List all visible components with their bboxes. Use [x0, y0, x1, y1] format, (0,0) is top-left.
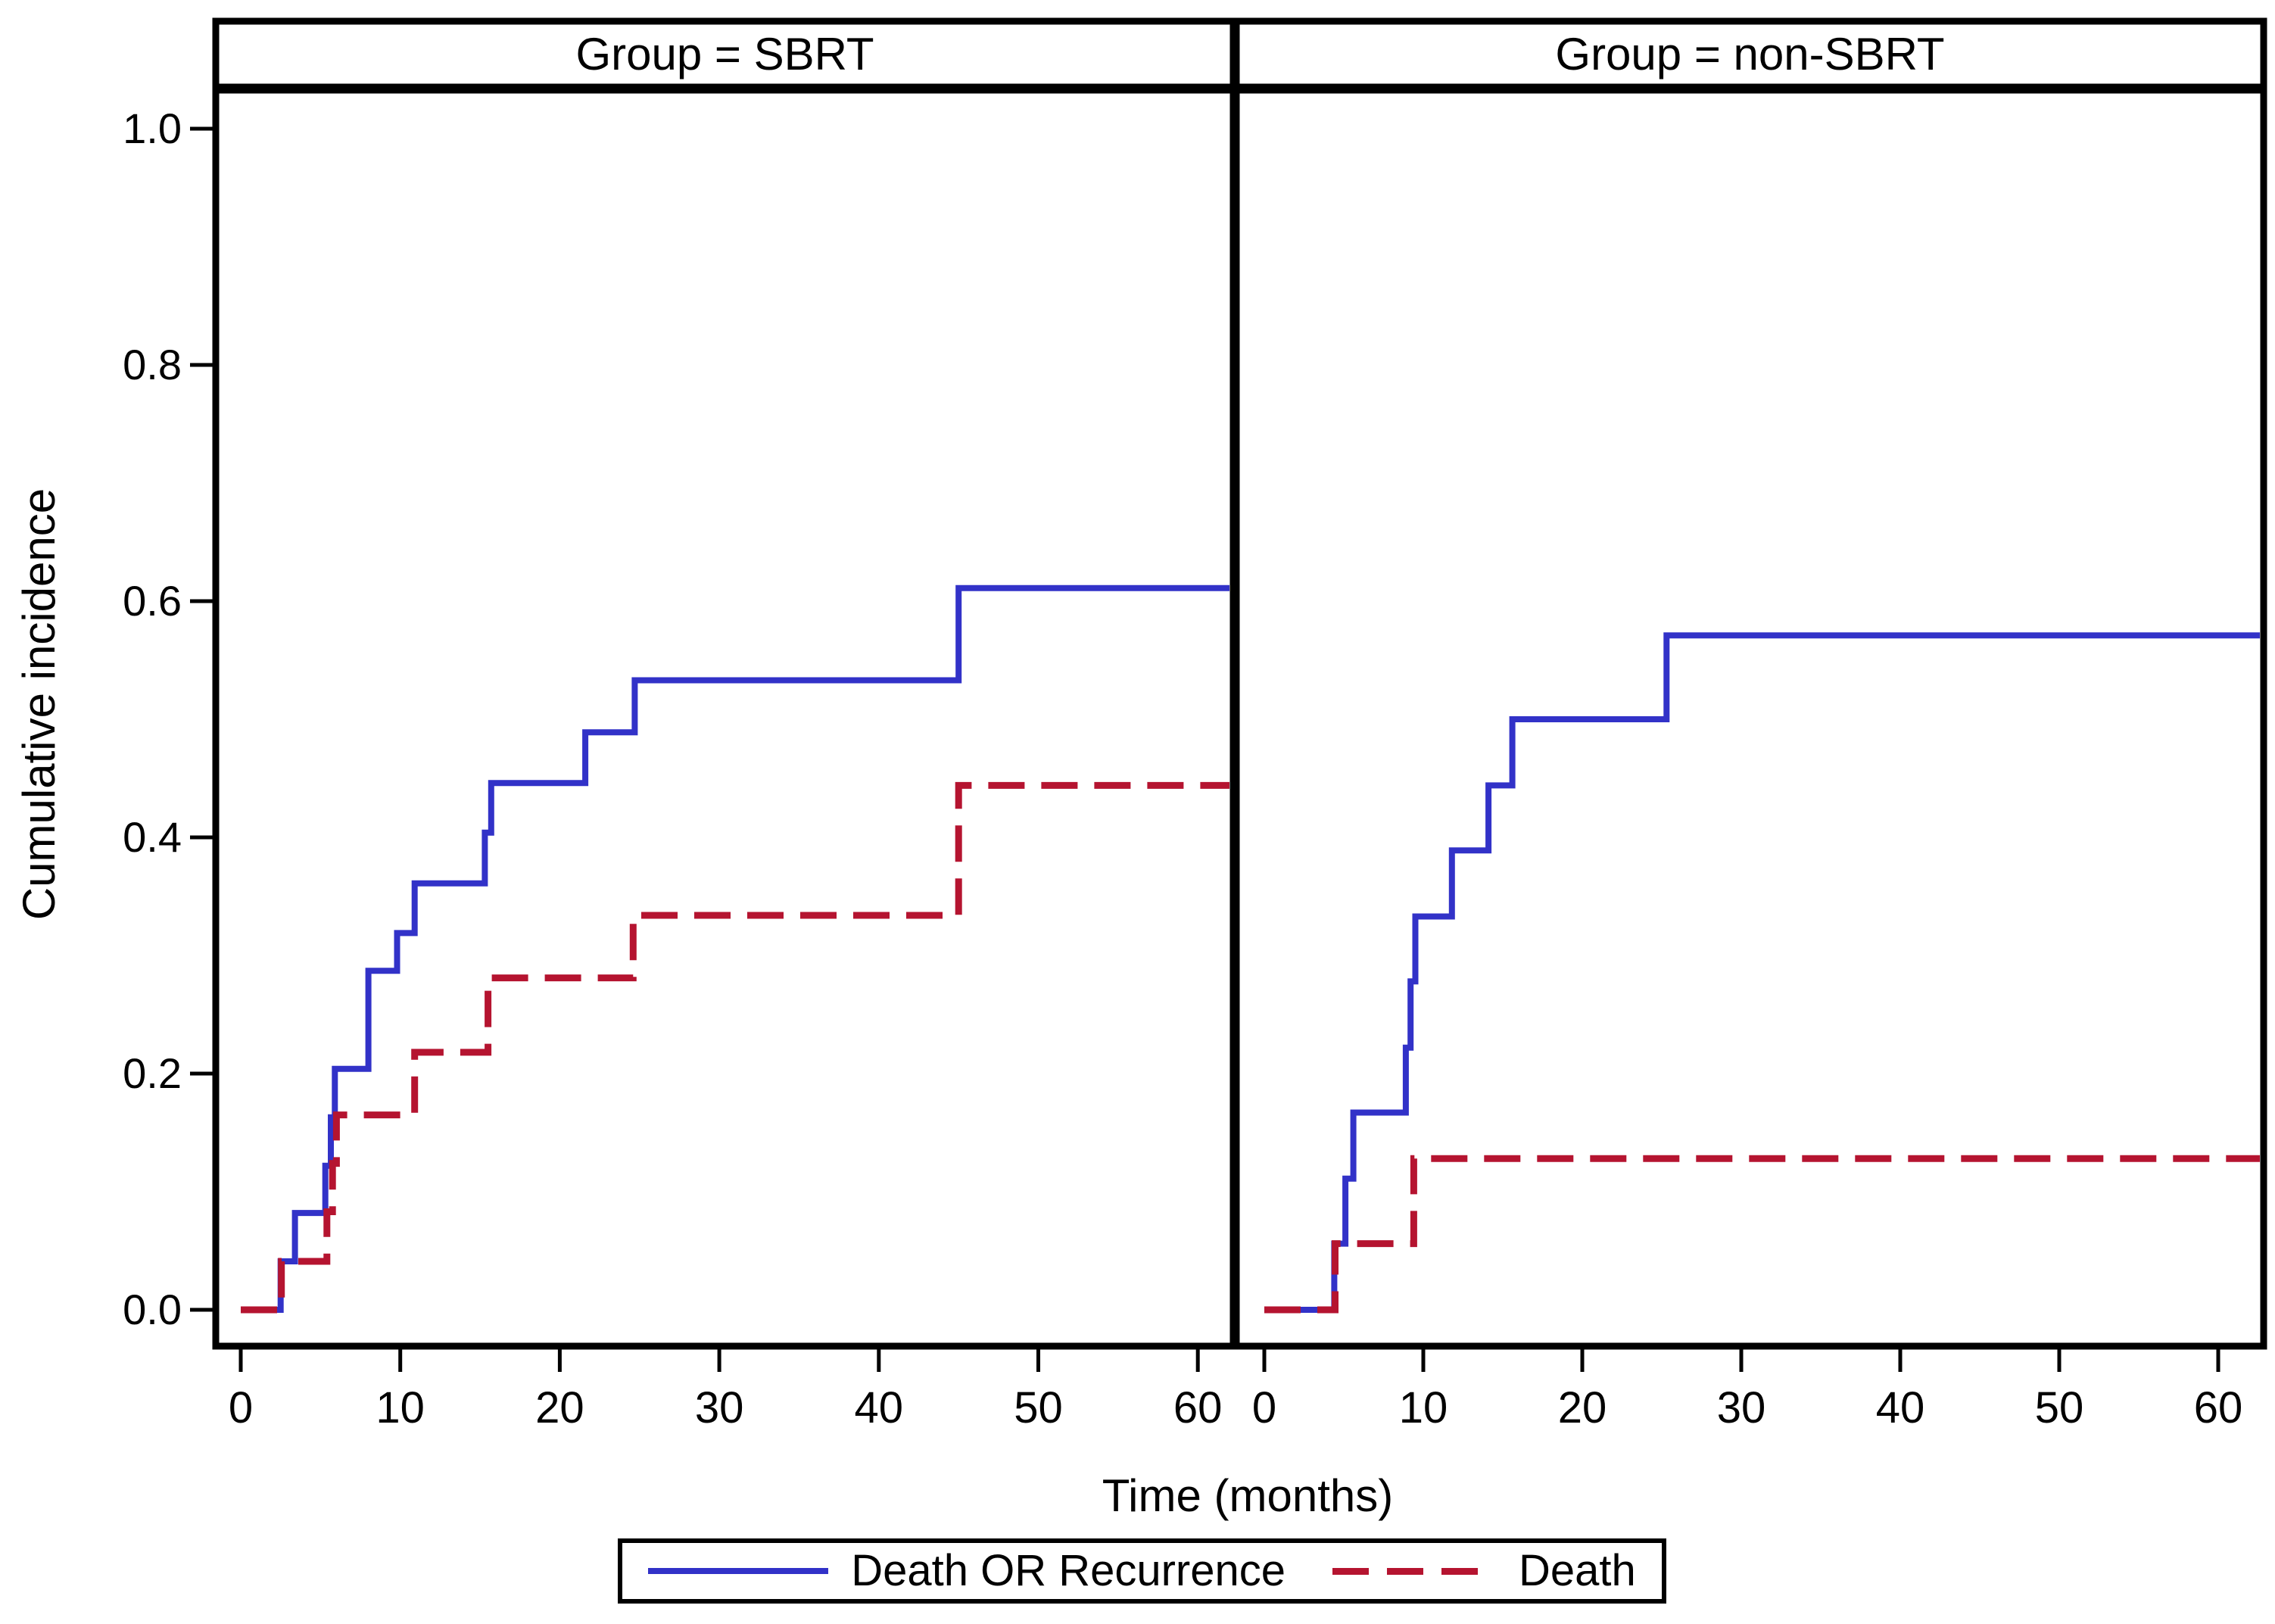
x-tick-label: 10 — [1398, 1383, 1448, 1432]
legend-box: Death OR Recurrence Death — [618, 1538, 1666, 1604]
y-tick-label: 0.8 — [123, 341, 182, 388]
legend-label-death-or-recurrence: Death OR Recurrence — [851, 1546, 1286, 1595]
legend-solid-line-sample — [648, 1568, 829, 1574]
panel-header-non-sbrt: Group = non-SBRT — [1555, 29, 1945, 79]
y-tick-label: 0.2 — [123, 1049, 182, 1097]
y-tick-label: 1.0 — [123, 104, 182, 152]
x-tick-label: 20 — [1557, 1383, 1607, 1432]
series-non-sbrt-death — [1264, 1155, 2260, 1314]
x-tick-label: 50 — [2034, 1383, 2084, 1432]
series-sbrt-death-or-recurrence — [241, 584, 1229, 1313]
x-tick-label: 0 — [1251, 1383, 1277, 1432]
x-tick-label: 10 — [376, 1383, 425, 1432]
x-tick-label: 50 — [1014, 1383, 1063, 1432]
y-axis-title: Cumulative incidence — [14, 488, 64, 921]
y-tick-label: 0.6 — [123, 577, 182, 625]
x-tick-label: 40 — [854, 1383, 904, 1432]
legend-dashed-line-sample — [1332, 1567, 1497, 1575]
x-tick-label: 40 — [1875, 1383, 1925, 1432]
x-axis-title: Time (months) — [1102, 1470, 1394, 1521]
x-tick-label: 20 — [535, 1383, 584, 1432]
series-non-sbrt-death-or-recurrence — [1264, 632, 2260, 1313]
y-tick-label: 0.4 — [123, 813, 182, 861]
x-tick-label: 30 — [1716, 1383, 1766, 1432]
series-sbrt-death — [241, 781, 1229, 1314]
y-tick-label: 0.0 — [123, 1286, 182, 1333]
legend-label-death: Death — [1519, 1546, 1636, 1595]
panel-header-sbrt: Group = SBRT — [575, 29, 874, 79]
x-tick-label: 60 — [2193, 1383, 2243, 1432]
x-tick-label: 30 — [694, 1383, 744, 1432]
x-tick-label: 60 — [1173, 1383, 1223, 1432]
x-tick-label: 0 — [228, 1383, 254, 1432]
